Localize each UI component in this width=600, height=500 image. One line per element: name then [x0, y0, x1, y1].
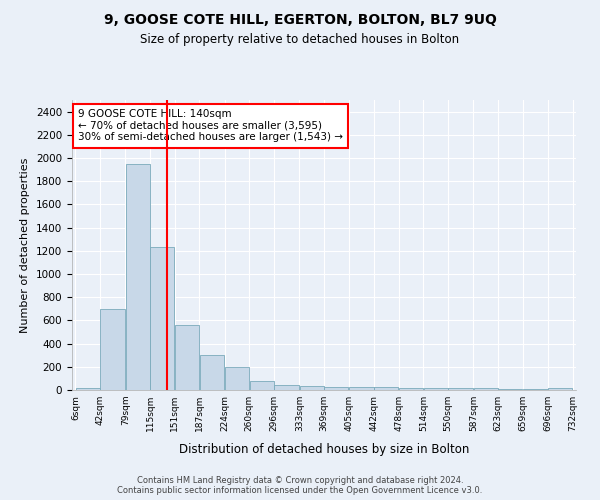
Bar — [274, 386, 299, 390]
Bar — [399, 388, 423, 390]
Text: 9 GOOSE COTE HILL: 140sqm
← 70% of detached houses are smaller (3,595)
30% of se: 9 GOOSE COTE HILL: 140sqm ← 70% of detac… — [78, 110, 343, 142]
Bar — [151, 248, 175, 390]
Bar — [374, 387, 398, 390]
Bar — [349, 386, 374, 390]
Y-axis label: Number of detached properties: Number of detached properties — [20, 158, 31, 332]
Bar — [299, 386, 324, 390]
Bar — [250, 380, 274, 390]
Text: Size of property relative to detached houses in Bolton: Size of property relative to detached ho… — [140, 32, 460, 46]
Bar — [324, 386, 349, 390]
Bar — [175, 325, 199, 390]
Bar — [424, 388, 448, 390]
Bar — [523, 389, 548, 390]
Bar — [100, 309, 125, 390]
Bar — [548, 388, 572, 390]
Bar — [125, 164, 150, 390]
Bar — [200, 354, 224, 390]
Bar — [76, 388, 100, 390]
Text: 9, GOOSE COTE HILL, EGERTON, BOLTON, BL7 9UQ: 9, GOOSE COTE HILL, EGERTON, BOLTON, BL7… — [104, 12, 496, 26]
Text: Contains HM Land Registry data © Crown copyright and database right 2024.
Contai: Contains HM Land Registry data © Crown c… — [118, 476, 482, 495]
Bar — [498, 389, 523, 390]
Bar — [225, 367, 249, 390]
Bar — [473, 388, 497, 390]
Bar — [448, 388, 473, 390]
Text: Distribution of detached houses by size in Bolton: Distribution of detached houses by size … — [179, 442, 469, 456]
